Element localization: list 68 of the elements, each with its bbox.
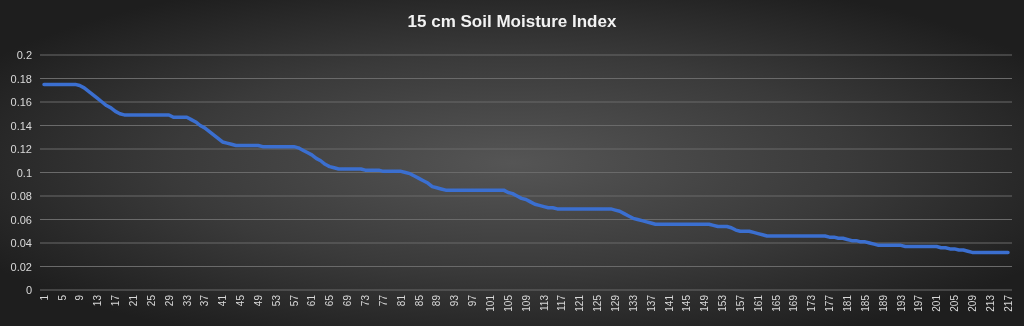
- x-tick-label: 185: [859, 294, 871, 312]
- x-tick-label: 165: [770, 294, 782, 312]
- x-tick-label: 17: [110, 294, 122, 307]
- x-tick-label: 169: [788, 294, 800, 312]
- x-tick-label: 77: [377, 294, 389, 307]
- x-tick-label: 217: [1002, 294, 1014, 312]
- x-tick-label: 57: [288, 294, 300, 307]
- x-tick-label: 33: [181, 294, 193, 307]
- x-tick-label: 193: [895, 294, 907, 312]
- x-tick-label: 13: [92, 294, 104, 307]
- x-tick-label: 101: [485, 294, 496, 312]
- y-tick-label: 0.06: [10, 213, 32, 226]
- x-tick-label: 1: [38, 294, 50, 301]
- y-tick-label: 0.04: [10, 237, 32, 250]
- x-tick-label: 29: [163, 294, 175, 307]
- x-tick-label: 45: [235, 294, 247, 307]
- y-tick-label: 0.08: [10, 190, 32, 203]
- x-tick-label: 133: [627, 294, 639, 312]
- x-tick-label: 53: [270, 294, 282, 307]
- x-tick-label: 153: [717, 294, 729, 312]
- x-tick-label: 49: [252, 294, 264, 307]
- x-tick-label: 205: [949, 294, 961, 312]
- x-tick-label: 157: [734, 294, 746, 312]
- x-tick-label: 37: [199, 294, 211, 307]
- y-tick-label: 0.02: [10, 260, 32, 273]
- x-tick-label: 197: [913, 294, 925, 312]
- x-tick-label: 125: [592, 294, 604, 312]
- x-tick-label: 189: [877, 294, 889, 312]
- line-series: [42, 82, 1010, 255]
- x-tick-label: 85: [413, 294, 425, 307]
- x-tick-label: 41: [217, 294, 229, 307]
- x-tick-label: 93: [449, 294, 461, 307]
- x-tick-label: 201: [931, 294, 943, 312]
- x-tick-label: 21: [127, 294, 139, 307]
- x-tick-label: 161: [752, 294, 764, 312]
- x-tick-label: 137: [645, 294, 657, 312]
- x-tick-label: 213: [984, 294, 996, 312]
- x-tick-label: 141: [663, 294, 675, 312]
- x-tick-label: 113: [538, 294, 550, 311]
- x-tick-label: 89: [431, 294, 443, 307]
- x-tick-label: 73: [360, 294, 372, 307]
- x-tick-label: 117: [556, 294, 568, 311]
- x-tick-label: 129: [609, 294, 621, 312]
- x-tick-label: 149: [699, 294, 711, 312]
- x-tick-label: 121: [574, 294, 586, 312]
- chart-title: 15 cm Soil Moisture Index: [407, 12, 617, 31]
- x-tick-label: 105: [502, 294, 514, 312]
- y-tick-label: 0.12: [10, 143, 32, 156]
- x-tick-label: 25: [145, 294, 157, 307]
- x-tick-label: 61: [306, 294, 318, 307]
- x-tick-label: 69: [342, 294, 354, 307]
- y-tick-label: 0.1: [16, 166, 32, 179]
- x-tick-label: 181: [842, 294, 854, 312]
- x-tick-label: 145: [681, 294, 693, 312]
- x-tick-label: 65: [324, 294, 336, 307]
- x-tick-label: 173: [806, 294, 818, 312]
- y-tick-label: 0.14: [10, 119, 32, 132]
- y-tick-label: 0.16: [10, 96, 32, 109]
- x-tick-label: 81: [395, 294, 407, 307]
- y-tick-label: 0.2: [16, 49, 32, 62]
- x-tick-label: 97: [467, 294, 479, 307]
- y-tick-label: 0: [25, 284, 32, 297]
- x-tick-label: 109: [520, 294, 532, 312]
- x-tick-label: 5: [56, 294, 68, 301]
- x-tick-label: 9: [74, 294, 86, 301]
- x-tick-label: 209: [967, 294, 978, 312]
- y-tick-label: 0.18: [10, 72, 32, 85]
- x-tick-label: 177: [824, 294, 836, 312]
